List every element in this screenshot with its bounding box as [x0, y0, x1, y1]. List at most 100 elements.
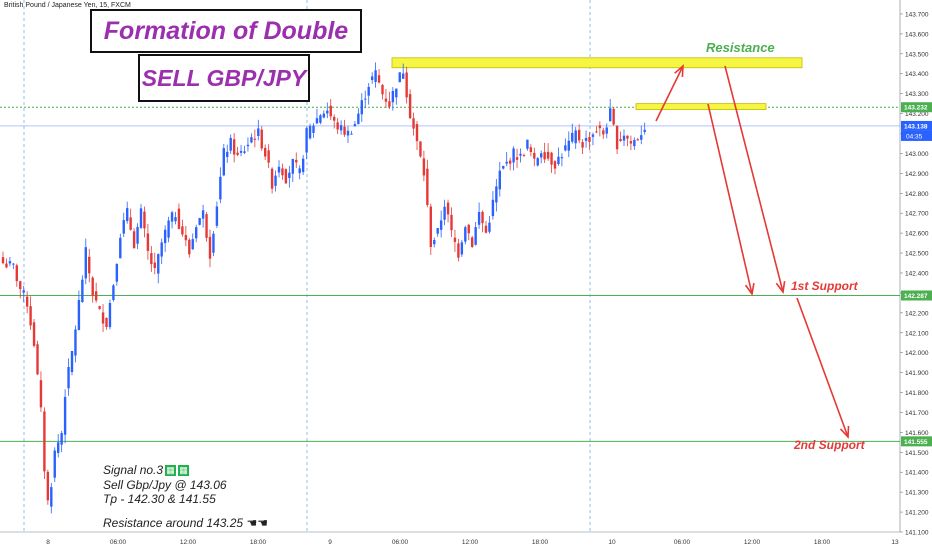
candle-body — [43, 411, 46, 472]
candle-body — [229, 137, 232, 151]
candle-body — [36, 344, 39, 375]
candle-body — [364, 98, 367, 100]
note-tp: Tp - 142.30 & 141.55 — [103, 492, 216, 506]
candle-body — [60, 433, 63, 445]
candle-body — [333, 116, 336, 121]
price-label-box — [901, 120, 932, 131]
candle-body — [301, 158, 305, 173]
y-tick-label: 143.000 — [905, 151, 929, 158]
price-label-box — [901, 436, 932, 447]
candle-body — [132, 231, 136, 249]
arrow-up-to-resistance-head — [674, 64, 684, 78]
support1-label: 1st Support — [791, 279, 859, 293]
x-tick-label: 12:00 — [462, 539, 479, 546]
x-tick-label: 06:00 — [110, 539, 127, 546]
candle-body — [139, 208, 143, 228]
y-tick-label: 143.700 — [905, 11, 929, 18]
x-tick-label: 06:00 — [674, 539, 691, 546]
candle-body — [195, 227, 198, 239]
candle-body — [174, 217, 177, 222]
candle-body — [153, 262, 156, 269]
y-tick-label: 141.600 — [905, 430, 929, 437]
candle-body — [391, 91, 395, 103]
candle-body — [184, 235, 188, 241]
y-tick-label: 143.200 — [905, 111, 929, 118]
candle-body — [136, 226, 139, 244]
candle-body — [201, 210, 205, 219]
candle-body — [264, 147, 267, 157]
candle-body — [629, 141, 633, 144]
note-resistance-text: Resistance around 143.25 — [103, 516, 244, 530]
candle-body — [591, 134, 595, 137]
candle-body — [257, 128, 260, 137]
candle-body — [305, 128, 308, 153]
candle-body — [433, 240, 436, 245]
candle-body — [150, 253, 153, 265]
y-tick-label: 142.100 — [905, 330, 929, 337]
support2-label: 2nd Support — [793, 438, 866, 452]
candle-body — [91, 277, 94, 296]
candle-body — [129, 217, 132, 230]
candle-body — [167, 220, 170, 238]
candle-body — [67, 367, 70, 389]
x-tick-label: 8 — [46, 539, 50, 546]
candle-body — [98, 306, 101, 309]
candle-body — [84, 247, 87, 279]
countdown-box — [901, 130, 932, 141]
candle-body — [622, 135, 626, 141]
candle-body — [643, 129, 646, 132]
candle-body — [415, 124, 419, 142]
candle-body — [350, 133, 353, 135]
candle-body — [250, 137, 253, 143]
candle-body — [246, 144, 250, 147]
y-tick-label: 142.400 — [905, 270, 929, 277]
candle-body — [122, 220, 125, 234]
candle-body — [422, 158, 426, 176]
candle-body — [567, 140, 570, 151]
candle-body — [219, 176, 222, 200]
candle-body — [370, 76, 374, 81]
candle-body — [1, 257, 5, 264]
candle-body — [339, 125, 343, 131]
candle-body — [595, 131, 598, 133]
candle-body — [346, 130, 350, 136]
x-tick-label: 06:00 — [392, 539, 409, 546]
candle-body — [436, 228, 439, 234]
price-label-text: 141.555 — [904, 439, 928, 446]
candle-body — [474, 227, 477, 245]
candle-body — [315, 118, 319, 124]
candle-body — [284, 169, 288, 184]
candle-body — [626, 135, 629, 139]
candle-body — [553, 161, 557, 169]
y-tick-label: 141.900 — [905, 370, 929, 377]
candle-body — [270, 168, 274, 189]
candle-body — [105, 317, 108, 328]
candle-body — [484, 225, 488, 233]
candle-body — [22, 290, 25, 293]
x-tick-label: 9 — [328, 539, 332, 546]
candle-body — [612, 108, 615, 125]
candle-body — [126, 208, 129, 222]
candle-body — [450, 214, 453, 231]
candle-body — [481, 211, 484, 224]
candle-body — [291, 158, 294, 174]
candle-body — [32, 322, 36, 346]
candle-body — [564, 145, 567, 151]
candle-body — [467, 224, 470, 234]
candle-body — [543, 152, 546, 160]
x-tick-label: 18:00 — [814, 539, 831, 546]
candle-body — [412, 118, 415, 129]
candle-body — [602, 130, 605, 135]
candle-body — [146, 233, 150, 251]
candle-body — [236, 152, 239, 155]
y-tick-label: 142.900 — [905, 171, 929, 178]
candle-body — [25, 296, 29, 307]
candle-body — [443, 206, 446, 220]
candle-body — [491, 199, 495, 217]
candle-body — [181, 226, 184, 235]
candle-body — [108, 303, 112, 328]
candle-body — [536, 158, 539, 166]
note-signal-text: Signal no.3 — [103, 463, 164, 477]
candle-body — [464, 227, 467, 242]
